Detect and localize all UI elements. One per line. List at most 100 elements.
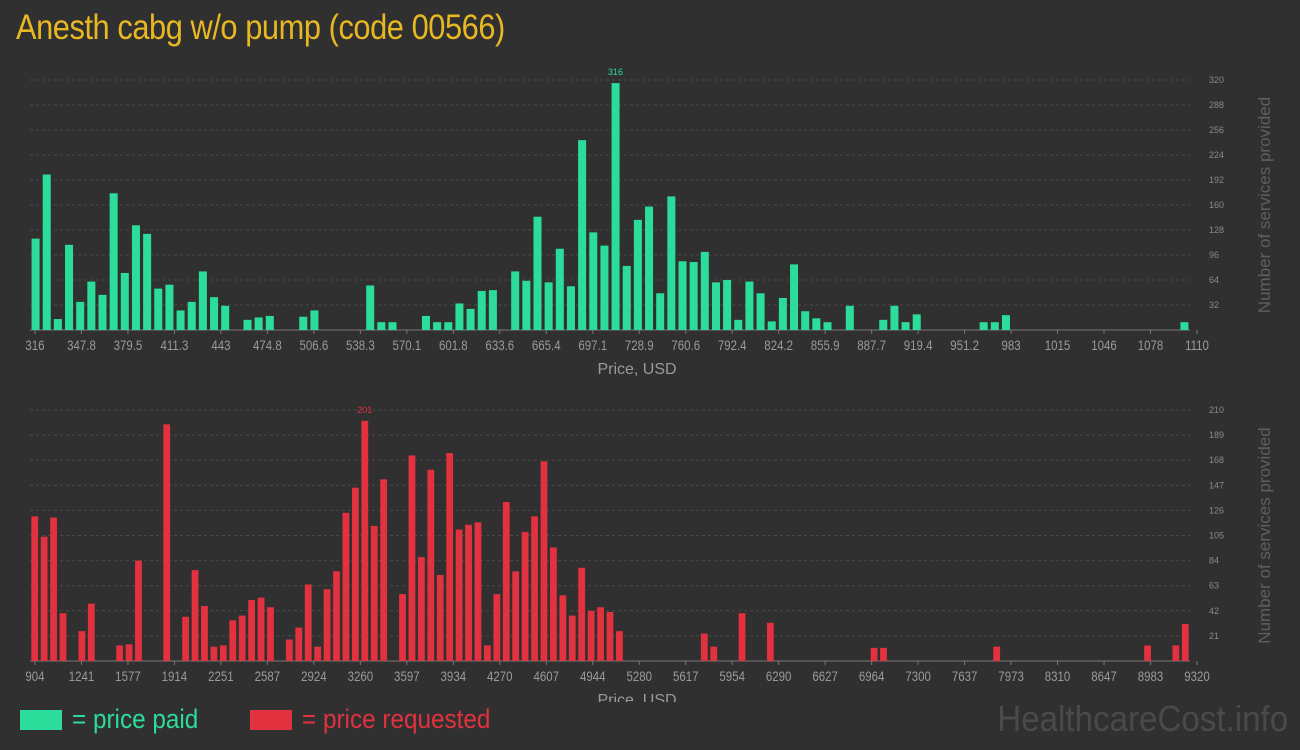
bar <box>700 633 708 661</box>
bar <box>238 615 246 661</box>
bar <box>550 547 557 661</box>
bar <box>229 620 237 661</box>
bar <box>98 294 107 330</box>
x-tick-label: 411.3 <box>161 337 189 353</box>
bar <box>221 305 230 330</box>
x-tick-label: 728.9 <box>625 337 654 353</box>
y-tick-label: 32 <box>1209 300 1219 310</box>
bar <box>299 316 308 330</box>
x-tick-label: 601.8 <box>439 337 468 353</box>
x-axis-title: Price, USD <box>597 361 676 378</box>
bar <box>446 453 454 661</box>
bar <box>484 645 491 661</box>
bar <box>521 531 529 661</box>
bar <box>421 315 430 330</box>
x-tick-label: 443 <box>211 337 230 353</box>
x-tick-label: 8647 <box>1091 668 1117 684</box>
x-tick-label: 3934 <box>441 668 467 684</box>
bar <box>399 594 406 661</box>
bar <box>767 321 776 330</box>
bar <box>50 517 57 661</box>
x-tick-label: 919.4 <box>904 337 933 353</box>
chart-price-requested: 21 42 63 84 105 126 147 168 189 210 201 904 1241 1577… <box>25 405 1274 702</box>
bar <box>257 597 265 661</box>
bar <box>993 646 1001 661</box>
bar <box>210 646 218 661</box>
x-tick-label: 3260 <box>348 668 374 684</box>
bar <box>267 607 274 661</box>
x-tick-label: 1046 <box>1091 337 1117 353</box>
x-tick-label: 4270 <box>487 668 513 684</box>
bar <box>1001 315 1010 330</box>
bar <box>645 206 654 330</box>
bar <box>154 288 163 330</box>
y-tick-label: 168 <box>1209 455 1224 465</box>
peak-value-label: 201 <box>357 405 372 415</box>
bar <box>254 317 263 330</box>
bar <box>488 290 497 330</box>
x-tick-label: 347.8 <box>67 337 96 353</box>
bar <box>351 487 359 661</box>
bar <box>1172 645 1180 661</box>
x-tick-label: 5954 <box>719 668 745 684</box>
y-tick-label: 126 <box>1209 505 1224 515</box>
bar <box>285 639 293 661</box>
bar <box>689 262 698 330</box>
y-tick-label: 189 <box>1209 430 1224 440</box>
bar <box>559 595 567 661</box>
bar <box>78 631 86 661</box>
y-tick-label: 96 <box>1209 250 1219 260</box>
bar <box>219 645 227 661</box>
bar <box>823 322 832 330</box>
bar <box>116 645 123 661</box>
x-tick-label: 2251 <box>208 668 234 684</box>
x-tick-label: 792.4 <box>718 337 747 353</box>
x-tick-label: 506.6 <box>300 337 329 353</box>
x-tick-label: 887.7 <box>857 337 886 353</box>
bar <box>314 646 322 661</box>
bar <box>756 293 765 330</box>
y-tick-label: 64 <box>1209 275 1219 285</box>
x-tick-label: 6964 <box>859 668 885 684</box>
bar <box>366 285 375 330</box>
x-tick-label: 474.8 <box>253 337 282 353</box>
legend-price-paid: = price paid <box>20 704 212 735</box>
bar <box>578 140 587 330</box>
bar <box>566 286 575 330</box>
x-tick-label: 7637 <box>952 668 978 684</box>
bar <box>182 616 190 661</box>
bar <box>568 615 576 661</box>
watermark: HealthcareCost.info <box>997 698 1288 739</box>
y-tick-label: 288 <box>1209 100 1224 110</box>
x-tick-label: 665.4 <box>532 337 561 353</box>
y-tick-label: 128 <box>1209 225 1224 235</box>
bar <box>700 251 709 330</box>
x-tick-label: 951.2 <box>950 337 979 353</box>
bar <box>1180 322 1189 330</box>
bar <box>606 611 614 661</box>
bar <box>201 606 208 661</box>
bar <box>880 647 887 661</box>
x-tick-label: 9320 <box>1184 668 1210 684</box>
bar <box>710 646 718 661</box>
bar <box>870 647 878 661</box>
y-tick-label: 84 <box>1209 556 1219 566</box>
bar <box>790 264 799 330</box>
bar <box>738 613 746 661</box>
bar <box>845 305 854 330</box>
bar <box>477 290 486 330</box>
bar <box>248 600 256 661</box>
x-tick-label: 6627 <box>812 668 838 684</box>
bar <box>745 281 754 330</box>
bar <box>1144 645 1151 661</box>
legend-swatch-requested <box>250 709 292 730</box>
y-tick-label: 224 <box>1209 150 1224 160</box>
bar <box>990 322 999 330</box>
bar <box>176 310 185 330</box>
x-axis-title: Price, USD <box>597 692 676 702</box>
bar <box>656 293 665 330</box>
bar <box>87 281 96 330</box>
x-tick-label: 4944 <box>580 668 606 684</box>
y-tick-label: 63 <box>1209 581 1219 591</box>
x-tick-label: 1577 <box>115 668 141 684</box>
